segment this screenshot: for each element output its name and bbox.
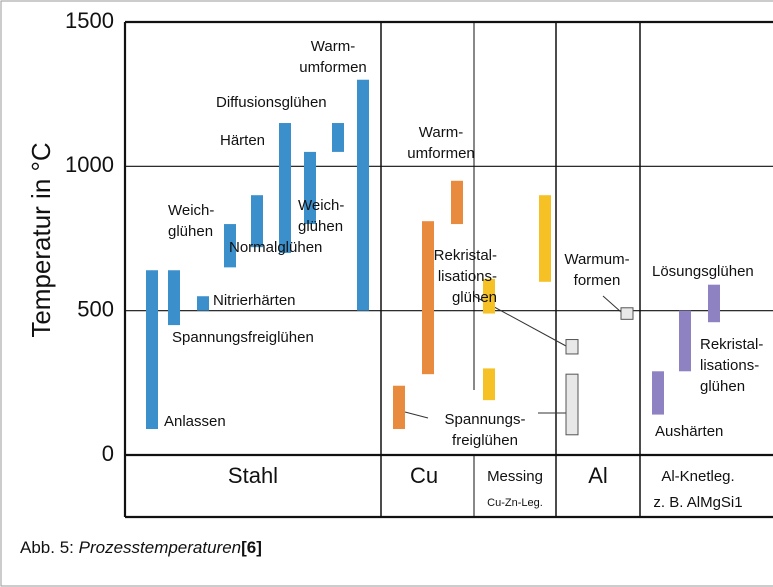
annotation: Rekristal-: [434, 247, 497, 264]
annotation: Warm-: [311, 38, 355, 55]
range-bar: [168, 270, 180, 326]
annotation: Spannungs-: [445, 411, 526, 428]
y-tick-label: 1000: [65, 152, 114, 177]
annotation: glühen: [298, 218, 343, 235]
category-sublabel: z. B. AlMgSi1: [653, 494, 742, 511]
range-bar: [251, 195, 263, 248]
annotation: Härten: [220, 132, 265, 149]
annotation: Rekristal-: [700, 336, 763, 353]
annotation: glühen: [700, 378, 745, 395]
range-bar: [708, 284, 720, 323]
range-bar: [679, 310, 691, 372]
caption-title: Prozesstemperaturen: [78, 538, 242, 557]
category-label: Messing: [487, 468, 543, 485]
range-bar: [279, 123, 291, 253]
annotation: Weich-: [298, 197, 344, 214]
y-tick-label: 0: [102, 441, 114, 466]
caption-ref: [6]: [241, 538, 262, 557]
range-bar: [146, 270, 158, 430]
annotation: glühen: [168, 223, 213, 240]
annotation: Spannungsfreiglühen: [172, 329, 314, 346]
leader-line: [602, 295, 622, 313]
annotation: Warmum-: [564, 251, 629, 268]
annotation: lisations-: [700, 357, 759, 374]
range-bar: [357, 79, 369, 311]
annotation: Anlassen: [164, 413, 226, 430]
range-bar: [565, 339, 579, 355]
range-bar: [422, 221, 434, 375]
range-bar: [224, 224, 236, 268]
range-bar: [304, 151, 316, 225]
y-tick-label: 1500: [65, 8, 114, 33]
category-sublabel: Cu-Zn-Leg.: [487, 497, 543, 509]
annotation: lisations-: [438, 268, 497, 285]
annotation: Warm-: [419, 124, 463, 141]
range-bar: [332, 123, 344, 152]
y-tick-label: 500: [77, 296, 114, 321]
range-bar: [197, 296, 209, 311]
range-bar: [393, 385, 405, 430]
range-bar: [483, 368, 495, 401]
y-axis-label: Temperatur in °C: [26, 142, 56, 337]
leader-line: [404, 411, 429, 419]
caption-prefix: Abb. 5:: [20, 538, 79, 557]
annotation: freiglühen: [452, 432, 518, 449]
range-bar: [483, 278, 495, 314]
annotation: Lösungsglühen: [652, 263, 754, 280]
annotation: Weich-: [168, 202, 214, 219]
annotation: umformen: [407, 145, 475, 162]
annotation: Aushärten: [655, 423, 723, 440]
annotation: glühen: [452, 289, 497, 306]
range-bar: [620, 307, 634, 320]
range-bar: [451, 180, 463, 225]
category-label: Al-Knetleg.: [661, 468, 734, 485]
range-bar: [652, 371, 664, 415]
annotation: Nitrierhärten: [213, 292, 296, 309]
annotation: Normalglühen: [229, 239, 322, 256]
category-label: Al: [588, 463, 608, 488]
category-label: Cu: [410, 463, 438, 488]
annotation: formen: [574, 272, 621, 289]
category-label: Stahl: [228, 463, 278, 488]
range-bar: [539, 195, 551, 282]
annotation: umformen: [299, 59, 367, 76]
caption: Abb. 5: Prozesstemperaturen[6]: [20, 538, 262, 558]
annotation: Diffusionsglühen: [216, 94, 327, 111]
range-bar: [565, 373, 579, 436]
